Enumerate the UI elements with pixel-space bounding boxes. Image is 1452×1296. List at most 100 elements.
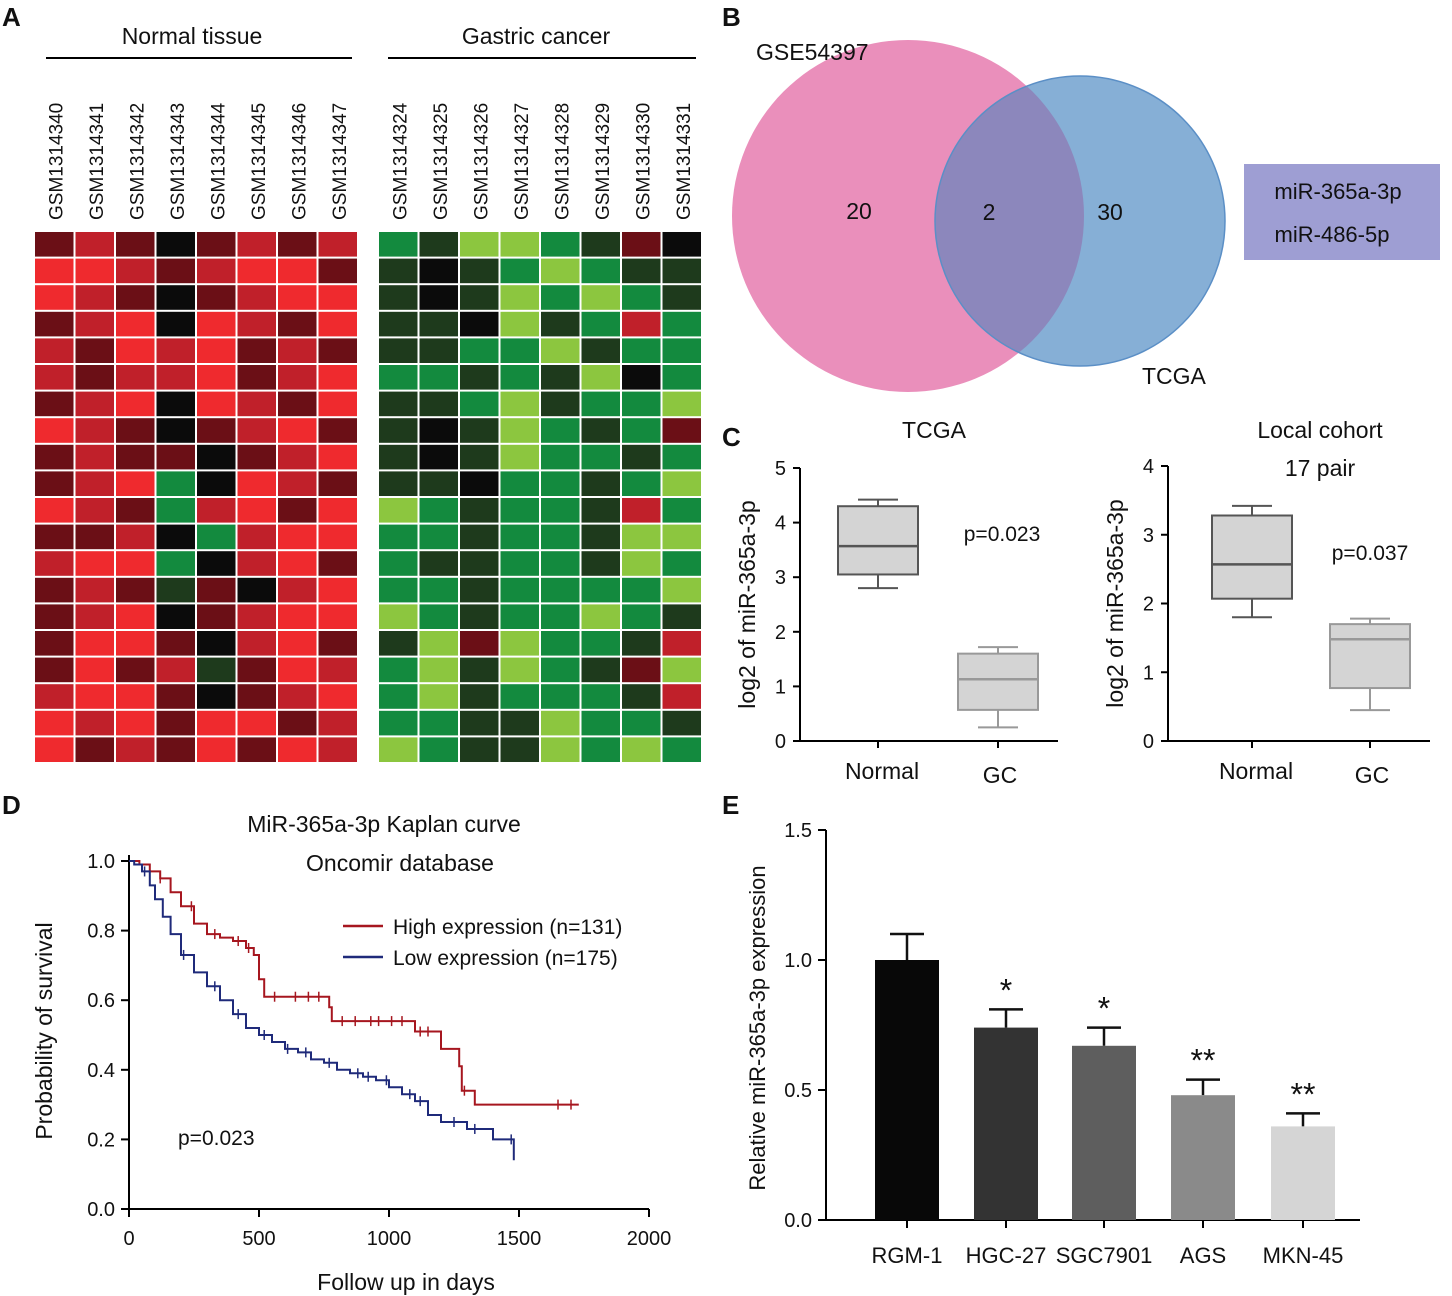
- heatmap-cell: [75, 365, 114, 390]
- heatmap-cell: [460, 391, 499, 417]
- heatmap-cell: [237, 258, 276, 284]
- heatmap-cell: [622, 737, 661, 762]
- bar-rgm-1: [875, 960, 939, 1220]
- heatmap-cell: [622, 471, 661, 496]
- heatmap-cell: [278, 551, 317, 576]
- heatmap-cell: [237, 524, 276, 550]
- heatmap-cell: [35, 418, 74, 443]
- heatmap-sample-label: GSM1314343: [168, 103, 189, 220]
- km-title: MiR-365a-3p Kaplan curve: [247, 811, 521, 837]
- bar-category-label: AGS: [1180, 1243, 1226, 1268]
- boxplot-category-label: Normal: [1219, 758, 1293, 784]
- heatmap-cell: [419, 684, 458, 709]
- heatmap-cell: [419, 311, 458, 337]
- heatmap-cell: [581, 657, 620, 683]
- heatmap-cell: [379, 498, 418, 523]
- heatmap-cell: [419, 577, 458, 603]
- heatmap-cell: [237, 684, 276, 709]
- heatmap-sample-label: GSM1314341: [87, 103, 108, 220]
- heatmap-cell: [662, 418, 701, 443]
- heatmap-cell: [116, 710, 155, 736]
- heatmap-cell: [622, 285, 661, 310]
- heatmap-cell: [197, 737, 236, 762]
- km-y-tick-label: 0.4: [87, 1060, 115, 1082]
- heatmap-cell: [197, 418, 236, 443]
- heatmap-cell: [581, 524, 620, 550]
- heatmap-cell: [116, 444, 155, 470]
- heatmap-cell: [237, 551, 276, 576]
- heatmap-cell: [460, 551, 499, 576]
- heatmap-cell: [75, 338, 114, 363]
- heatmap-cell: [35, 498, 74, 523]
- heatmap-cell: [318, 604, 357, 629]
- overlap-mirna-box: [1244, 164, 1440, 260]
- heatmap-cell: [541, 391, 580, 417]
- heatmap-cell: [622, 498, 661, 523]
- venn-label-tcga: TCGA: [1142, 363, 1207, 389]
- heatmap-cell: [116, 311, 155, 337]
- heatmap-cell: [662, 311, 701, 337]
- heatmap-cell: [156, 498, 195, 523]
- heatmap-cell: [318, 577, 357, 603]
- heatmap-cell: [662, 444, 701, 470]
- heatmap-cell: [500, 737, 539, 762]
- heatmap-cell: [237, 710, 276, 736]
- heatmap-sample-label: GSM1314340: [46, 103, 67, 220]
- heatmap-cell: [541, 311, 580, 337]
- km-x-tick-label: 1500: [497, 1228, 542, 1250]
- heatmap-cell: [500, 418, 539, 443]
- boxplot-y-tick-label: 2: [775, 622, 786, 644]
- panel-label-a: A: [2, 2, 21, 32]
- heatmap-cell: [75, 551, 114, 576]
- venn-count-left: 20: [846, 198, 872, 224]
- heatmap-cell: [156, 418, 195, 443]
- heatmap-cell: [318, 551, 357, 576]
- heatmap-cell: [156, 444, 195, 470]
- heatmap-cell: [500, 338, 539, 363]
- heatmap-cell: [622, 710, 661, 736]
- heatmap-cell: [197, 551, 236, 576]
- heatmap-cell: [419, 338, 458, 363]
- heatmap-cell: [35, 604, 74, 629]
- heatmap-cell: [379, 577, 418, 603]
- boxplot-box: [837, 505, 919, 576]
- heatmap-cell: [116, 577, 155, 603]
- heatmap-cell: [156, 551, 195, 576]
- heatmap-cell: [581, 551, 620, 576]
- heatmap-sample-label: GSM1314331: [674, 103, 695, 220]
- heatmap-sample-label: GSM1314347: [330, 103, 351, 220]
- heatmap-cell: [460, 285, 499, 310]
- heatmap-cell: [581, 444, 620, 470]
- boxplot-y-tick-label: 5: [775, 458, 786, 480]
- heatmap-cell: [419, 471, 458, 496]
- heatmap-cell: [662, 498, 701, 523]
- heatmap-cell: [379, 524, 418, 550]
- heatmap-cell: [622, 258, 661, 284]
- heatmap-cell: [75, 391, 114, 417]
- heatmap-cell: [237, 338, 276, 363]
- heatmap-cell: [379, 285, 418, 310]
- boxplot-box: [1329, 623, 1411, 690]
- heatmap-cell: [419, 657, 458, 683]
- bar-hgc-27: [974, 1027, 1038, 1220]
- bar-y-tick-label: 1.0: [784, 950, 812, 972]
- heatmap-cell: [581, 285, 620, 310]
- heatmap-cell: [541, 444, 580, 470]
- heatmap-cell: [318, 232, 357, 257]
- heatmap-cell: [237, 391, 276, 417]
- heatmap-cell: [318, 710, 357, 736]
- heatmap-cell: [35, 737, 74, 762]
- heatmap-cell: [75, 444, 114, 470]
- heatmap-cell: [318, 285, 357, 310]
- heatmap-cell: [116, 391, 155, 417]
- panel-d: D MiR-365a-3p Kaplan curve Oncomir datab…: [2, 790, 671, 1295]
- heatmap-sample-label: GSM1314329: [593, 103, 614, 220]
- heatmap-cell: [35, 551, 74, 576]
- heatmap-cell: [541, 631, 580, 656]
- boxplot-y-label: log2 of miR-365a-3p: [734, 500, 760, 708]
- heatmap-cell: [75, 258, 114, 284]
- heatmap-cell: [156, 657, 195, 683]
- panel-label-b: B: [722, 2, 741, 32]
- km-pvalue: p=0.023: [178, 1127, 255, 1150]
- bar-y-tick-label: 0.5: [784, 1080, 812, 1102]
